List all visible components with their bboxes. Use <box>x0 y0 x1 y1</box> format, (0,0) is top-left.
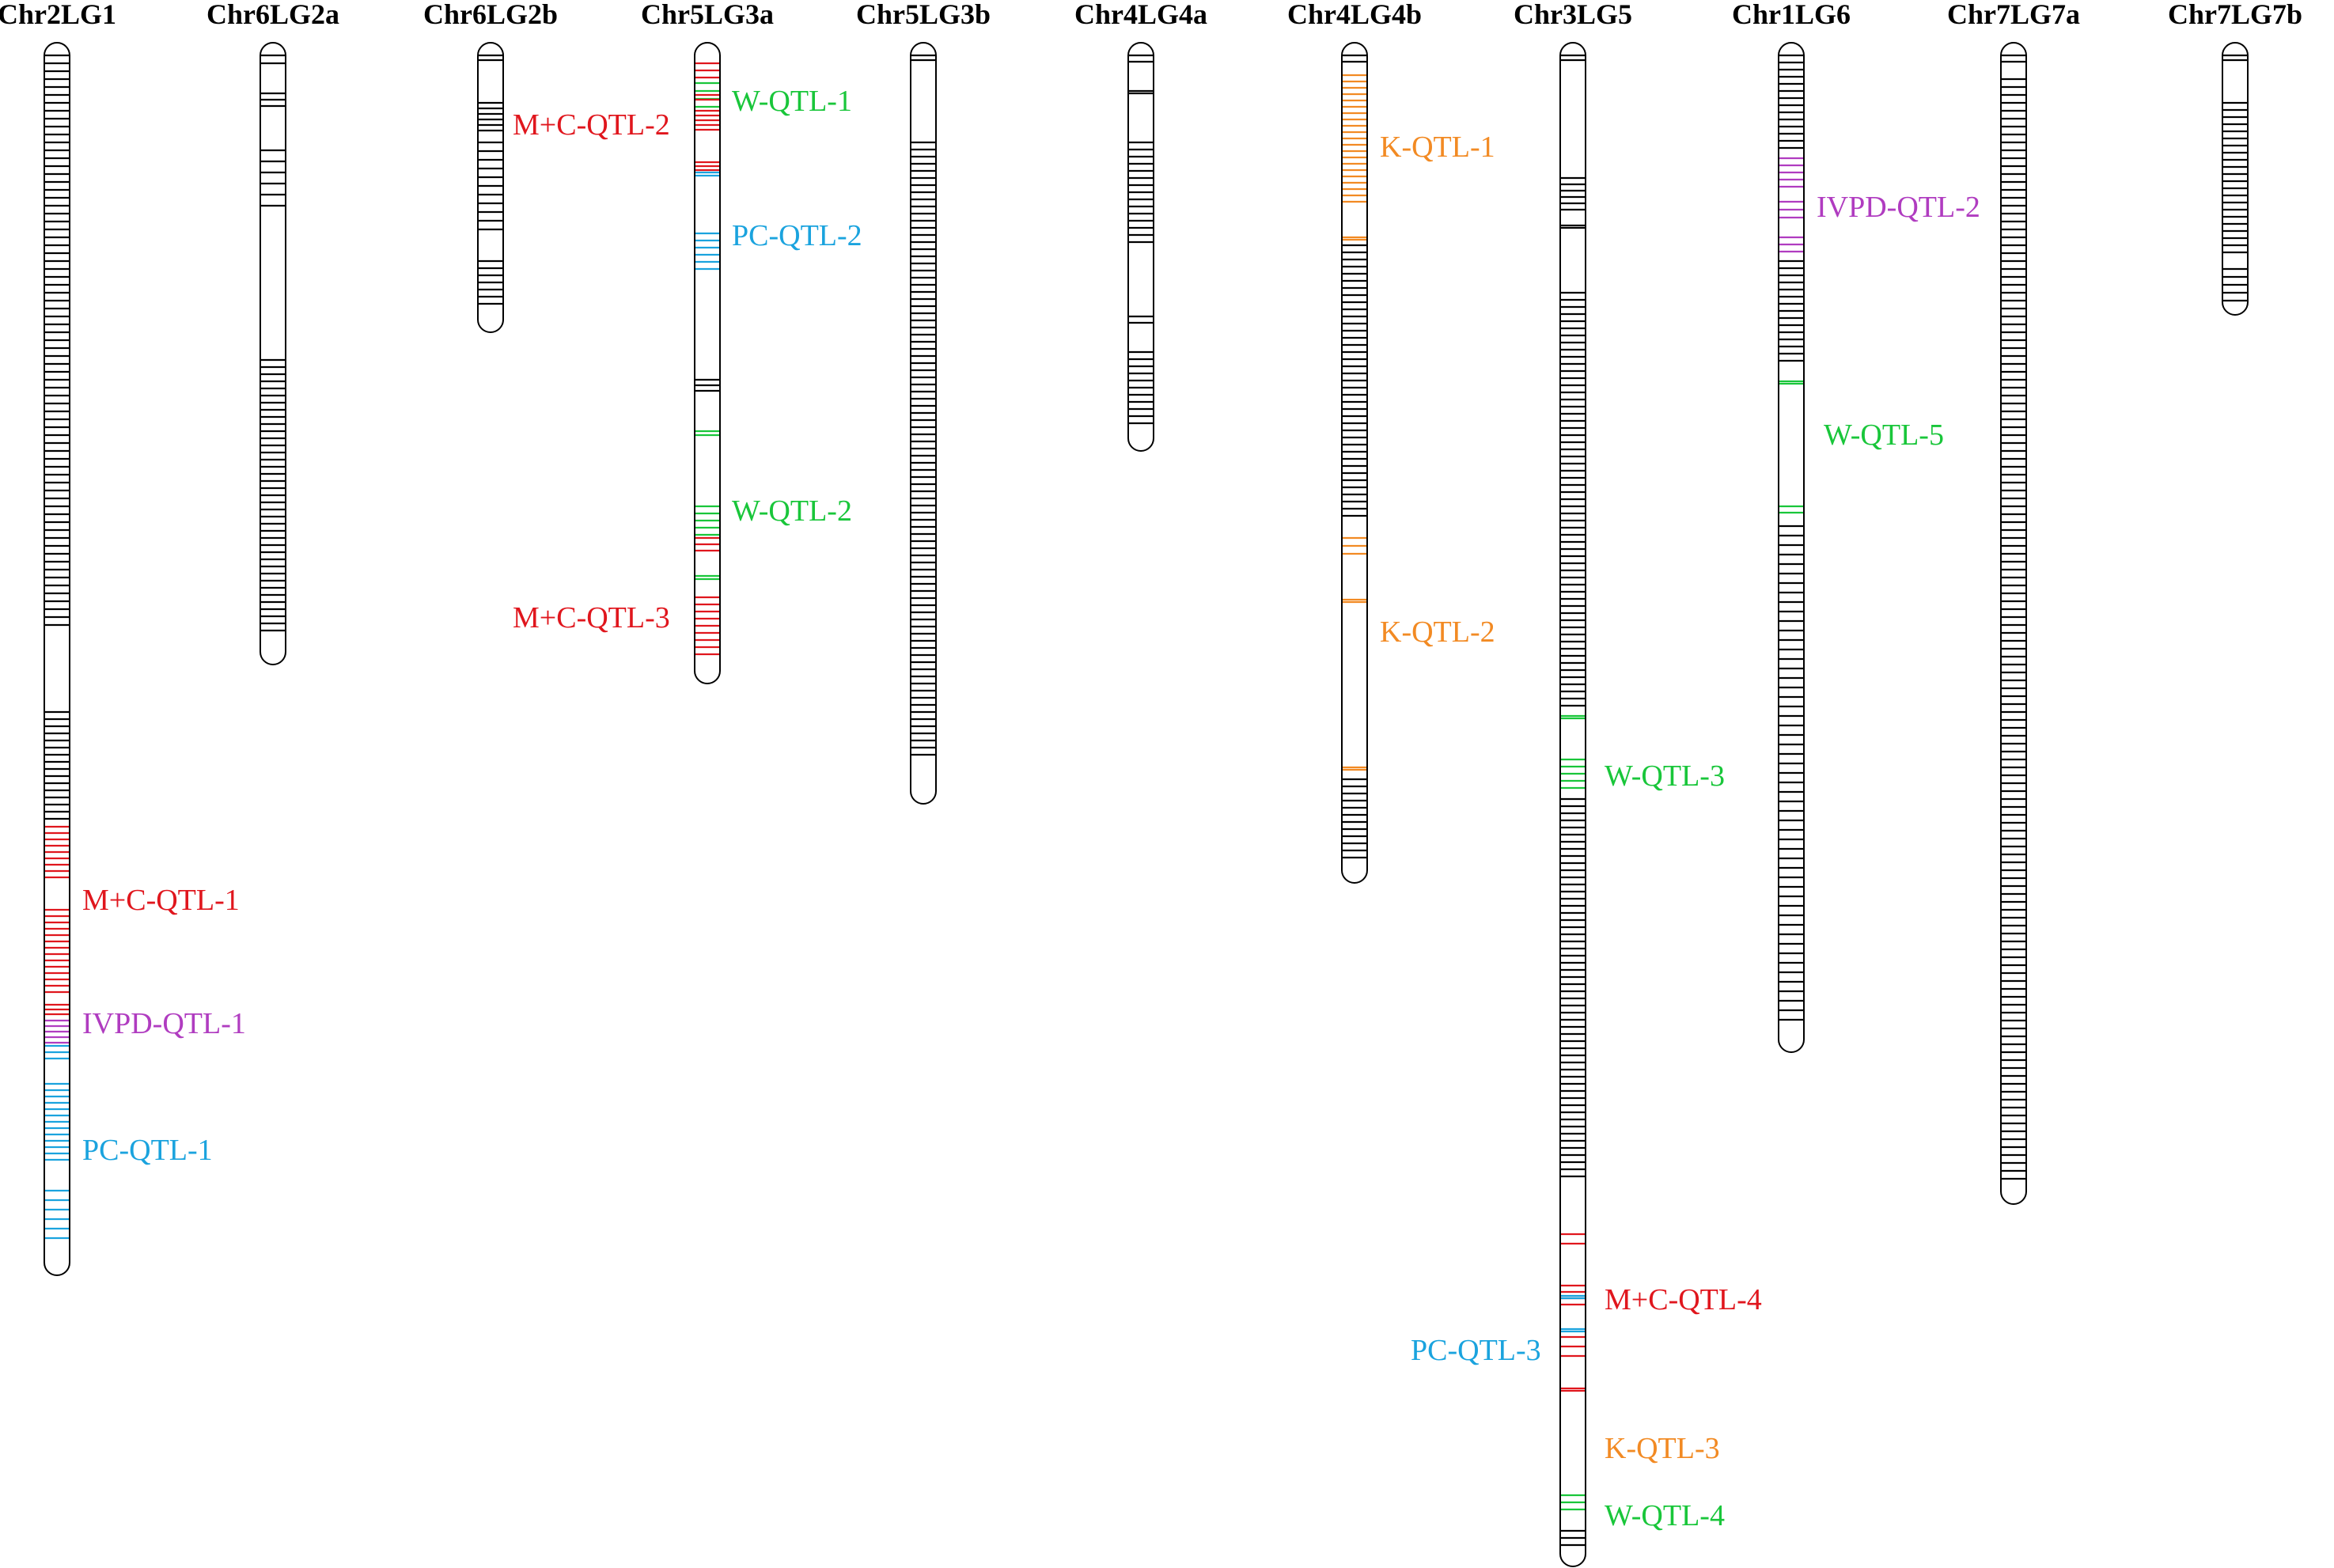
chromosome-lg4b <box>1341 42 1368 884</box>
qtl-label-k2: K-QTL-2 <box>1380 615 1495 649</box>
chromosome-outline <box>2222 42 2249 316</box>
chromosome-outline <box>910 42 937 805</box>
chromosome-lg4a <box>1127 42 1154 452</box>
chromosome-outline <box>694 42 721 684</box>
chr-title-lg7a: Chr7LG7a <box>1947 0 2080 30</box>
qtl-label-k1: K-QTL-1 <box>1380 131 1495 164</box>
qtl-label-ivpd2: IVPD-QTL-2 <box>1817 191 1980 224</box>
qtl-label-w4: W-QTL-4 <box>1605 1499 1725 1532</box>
qtl-label-k3: K-QTL-3 <box>1605 1432 1720 1465</box>
chr-title-lg3a: Chr5LG3a <box>641 0 774 30</box>
chromosome-outline <box>2000 42 2027 1205</box>
chromosome-outline <box>477 42 504 333</box>
qtl-label-mc1: M+C-QTL-1 <box>82 884 240 917</box>
chr-title-lg4b: Chr4LG4b <box>1287 0 1422 30</box>
chromosome-outline <box>1778 42 1805 1053</box>
chr-title-lg2a: Chr6LG2a <box>206 0 339 30</box>
chromosome-outline <box>1559 42 1586 1567</box>
qtl-labels: M+C-QTL-1 IVPD-QTL-1 PC-QTL-1 M+C-QTL-2 … <box>82 85 1980 1532</box>
qtl-label-mc3: M+C-QTL-3 <box>513 601 670 634</box>
chromosome-lg2a <box>260 42 286 665</box>
chromosome-lg1 <box>44 42 70 1276</box>
chromosome-outline <box>260 42 286 665</box>
qtl-label-pc3: PC-QTL-3 <box>1411 1334 1541 1367</box>
chromosome-bars <box>44 42 2249 1567</box>
chromosome-outline <box>1341 42 1368 884</box>
chr-title-lg6: Chr1LG6 <box>1732 0 1851 30</box>
qtl-label-w1: W-QTL-1 <box>732 85 852 118</box>
qtl-label-mc4: M+C-QTL-4 <box>1605 1283 1762 1316</box>
qtl-label-mc2: M+C-QTL-2 <box>513 108 670 142</box>
chr-title-lg5: Chr3LG5 <box>1514 0 1632 30</box>
chromosome-lg5 <box>1559 42 1586 1567</box>
chr-title-lg7b: Chr7LG7b <box>2168 0 2302 30</box>
chr-title-lg1: Chr2LG1 <box>0 0 116 30</box>
qtl-label-pc1: PC-QTL-1 <box>82 1134 213 1167</box>
chromosome-lg7a <box>2000 42 2027 1205</box>
chromosome-outline <box>44 42 70 1276</box>
qtl-label-w3: W-QTL-3 <box>1605 759 1725 793</box>
chromosome-titles: Chr2LG1 Chr6LG2a Chr6LG2b Chr5LG3a Chr5L… <box>0 0 2302 30</box>
chromosome-lg7b <box>2222 42 2249 316</box>
qtl-label-pc2: PC-QTL-2 <box>732 219 862 252</box>
chr-title-lg2b: Chr6LG2b <box>423 0 558 30</box>
qtl-label-ivpd1: IVPD-QTL-1 <box>82 1007 246 1040</box>
chr-title-lg3b: Chr5LG3b <box>856 0 991 30</box>
chromosome-lg6 <box>1778 42 1805 1053</box>
chromosome-lg2b <box>477 42 504 333</box>
chromosome-lg3b <box>910 42 937 805</box>
chromosome-lg3a <box>694 42 721 684</box>
chromosome-outline <box>1127 42 1154 452</box>
qtl-label-w2: W-QTL-2 <box>732 494 852 528</box>
qtl-label-w5: W-QTL-5 <box>1824 419 1944 452</box>
chr-title-lg4a: Chr4LG4a <box>1074 0 1207 30</box>
